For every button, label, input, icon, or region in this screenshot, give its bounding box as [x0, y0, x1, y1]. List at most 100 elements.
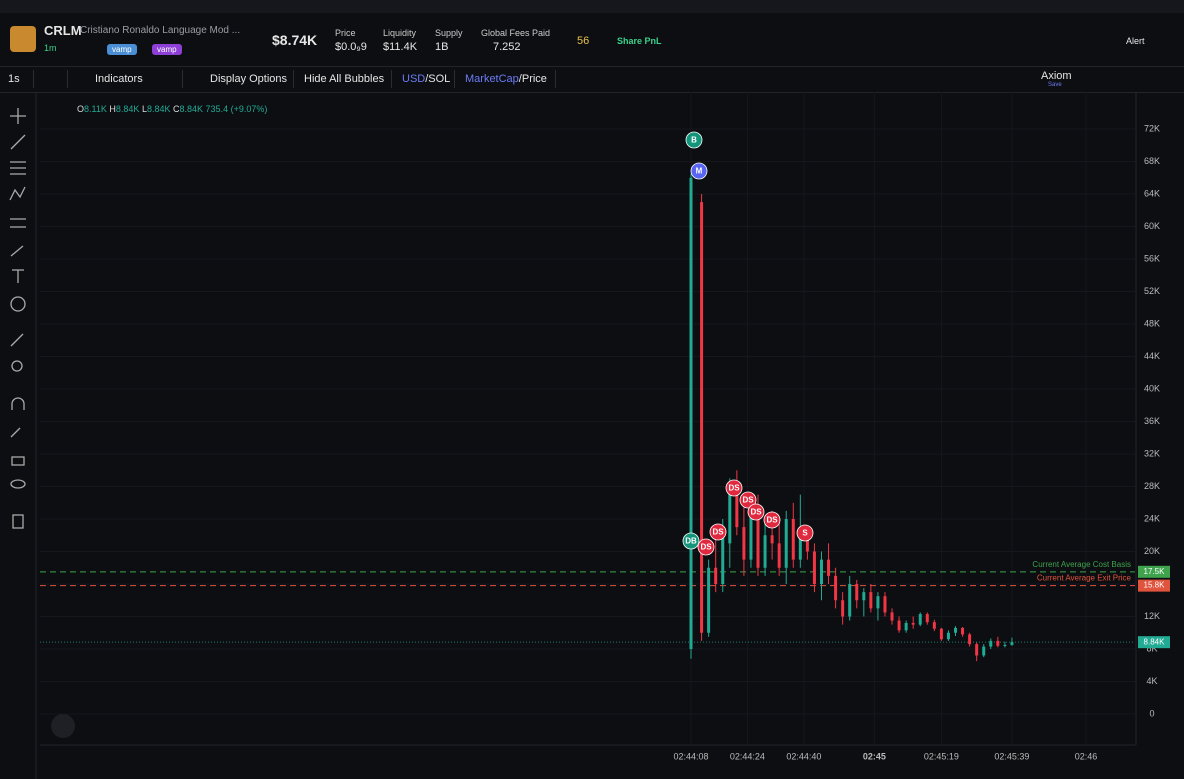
trade-bubble-label: DS	[742, 496, 754, 505]
x-tick-label: 02:45:19	[924, 751, 959, 761]
candle-body	[770, 535, 774, 544]
trade-bubble	[725, 479, 743, 497]
candle-body	[805, 535, 809, 552]
price-tag-label: 17.5K	[1144, 567, 1166, 576]
trade-bubble-label: S	[802, 529, 808, 538]
trade-bubble-label: DS	[700, 543, 712, 552]
trade-bubble	[697, 538, 715, 556]
candle-body	[1003, 644, 1007, 646]
trade-bubble-label: DS	[712, 528, 724, 537]
candle-body	[897, 620, 901, 631]
y-tick-label: 48K	[1144, 318, 1160, 328]
stat-label: Liquidity	[383, 28, 417, 38]
trade-bubble	[682, 532, 700, 550]
market-cap: $8.74K	[272, 32, 318, 48]
candle-body	[848, 584, 852, 617]
preset[interactable]: Axiom	[1041, 70, 1072, 82]
x-tick-label: 02:44:08	[673, 751, 708, 761]
candle-body	[721, 535, 725, 584]
y-tick-label: 56K	[1144, 253, 1160, 263]
candle-body	[812, 551, 816, 584]
share-pnl[interactable]: Share PnL	[617, 36, 662, 46]
alert[interactable]: Alert	[1126, 36, 1145, 46]
candle-body	[1010, 642, 1014, 645]
holders: 56	[577, 35, 590, 47]
trade-bubble-label: DB	[685, 537, 697, 546]
candle-body	[841, 600, 845, 617]
candle-body	[932, 622, 936, 629]
candle-body	[946, 632, 950, 640]
candle-body	[834, 575, 838, 601]
x-tick-label: 02:44:40	[786, 751, 821, 761]
trade-bubble	[739, 491, 757, 509]
y-tick-label: 44K	[1144, 351, 1160, 361]
trade-bubble	[747, 503, 765, 521]
change: 735.4 (+9.07%)	[205, 104, 268, 114]
display-options[interactable]: Display Options	[210, 73, 288, 85]
candle-body	[982, 646, 986, 656]
stat-value: $0.0₉9	[335, 41, 367, 53]
candle-body	[700, 202, 704, 633]
candle-body	[968, 634, 972, 645]
token-avatar	[10, 26, 36, 52]
tool-icons	[9, 108, 26, 529]
o-value: 8.11K	[84, 104, 107, 114]
mode: MarketCap	[465, 73, 519, 85]
l: L	[141, 104, 147, 114]
trade-bubble	[763, 511, 781, 529]
candle-body	[735, 486, 739, 528]
candle-body	[714, 567, 718, 584]
price-line-name: Current Average Exit Price	[1037, 574, 1132, 583]
candle-body	[890, 612, 894, 621]
tag: vamp	[107, 44, 137, 55]
y-tick-label: 36K	[1144, 416, 1160, 426]
y-tick-label: 12K	[1144, 611, 1160, 621]
candle-body	[791, 519, 795, 560]
interval[interactable]: 1s	[8, 73, 20, 85]
y-tick-label: 32K	[1144, 448, 1160, 458]
h-value: 8.84K	[115, 104, 140, 114]
candle-body	[689, 177, 693, 649]
c: C	[173, 104, 180, 114]
y-tick-label: 0	[1149, 708, 1154, 718]
candle-body	[989, 640, 993, 647]
o: O	[77, 104, 85, 114]
y-tick-label: 68K	[1144, 156, 1160, 166]
candle-body	[918, 614, 922, 625]
y-tick-label: 4K	[1146, 676, 1157, 686]
trade-bubble	[685, 131, 703, 149]
candle-body	[869, 592, 873, 609]
candle-body	[763, 535, 767, 568]
token-name: Cristiano Ronaldo Language Mod ...	[80, 25, 241, 36]
top-strip	[0, 0, 1184, 13]
currency: /SOL	[425, 73, 451, 85]
currency-toggle[interactable]: USD/SOL	[402, 73, 450, 85]
price-tag-label: 15.8K	[1144, 581, 1166, 590]
candle-body	[954, 627, 958, 633]
y-tick-label: 24K	[1144, 513, 1160, 523]
price-tag-label: 8.84K	[1144, 637, 1166, 646]
trade-bubble	[709, 523, 727, 541]
candle-body	[862, 592, 866, 601]
candle-body	[961, 627, 965, 635]
mode-toggle[interactable]: MarketCap/Price	[465, 73, 547, 85]
hide-bubbles[interactable]: Hide All Bubbles	[304, 73, 385, 85]
y-tick-label: 40K	[1144, 383, 1160, 393]
candle-body	[707, 567, 711, 633]
trade-bubble-label: B	[691, 136, 697, 145]
indicators[interactable]: Indicators	[95, 73, 143, 85]
candle-body	[749, 510, 753, 560]
currency: USD	[402, 73, 426, 85]
candle-body	[827, 559, 831, 576]
candle-body	[798, 535, 802, 560]
candle-body	[742, 527, 746, 560]
x-tick-label: 02:45:39	[994, 751, 1029, 761]
price-tag	[1138, 579, 1170, 592]
stat-label: Global Fees Paid	[481, 28, 551, 38]
y-tick-label: 28K	[1144, 481, 1160, 491]
price-line-name: Current Average Cost Basis	[1032, 560, 1131, 569]
save[interactable]: Save	[1048, 82, 1062, 88]
trade-bubble-label: DS	[728, 484, 740, 493]
trade-bubble-label: DS	[766, 516, 778, 525]
